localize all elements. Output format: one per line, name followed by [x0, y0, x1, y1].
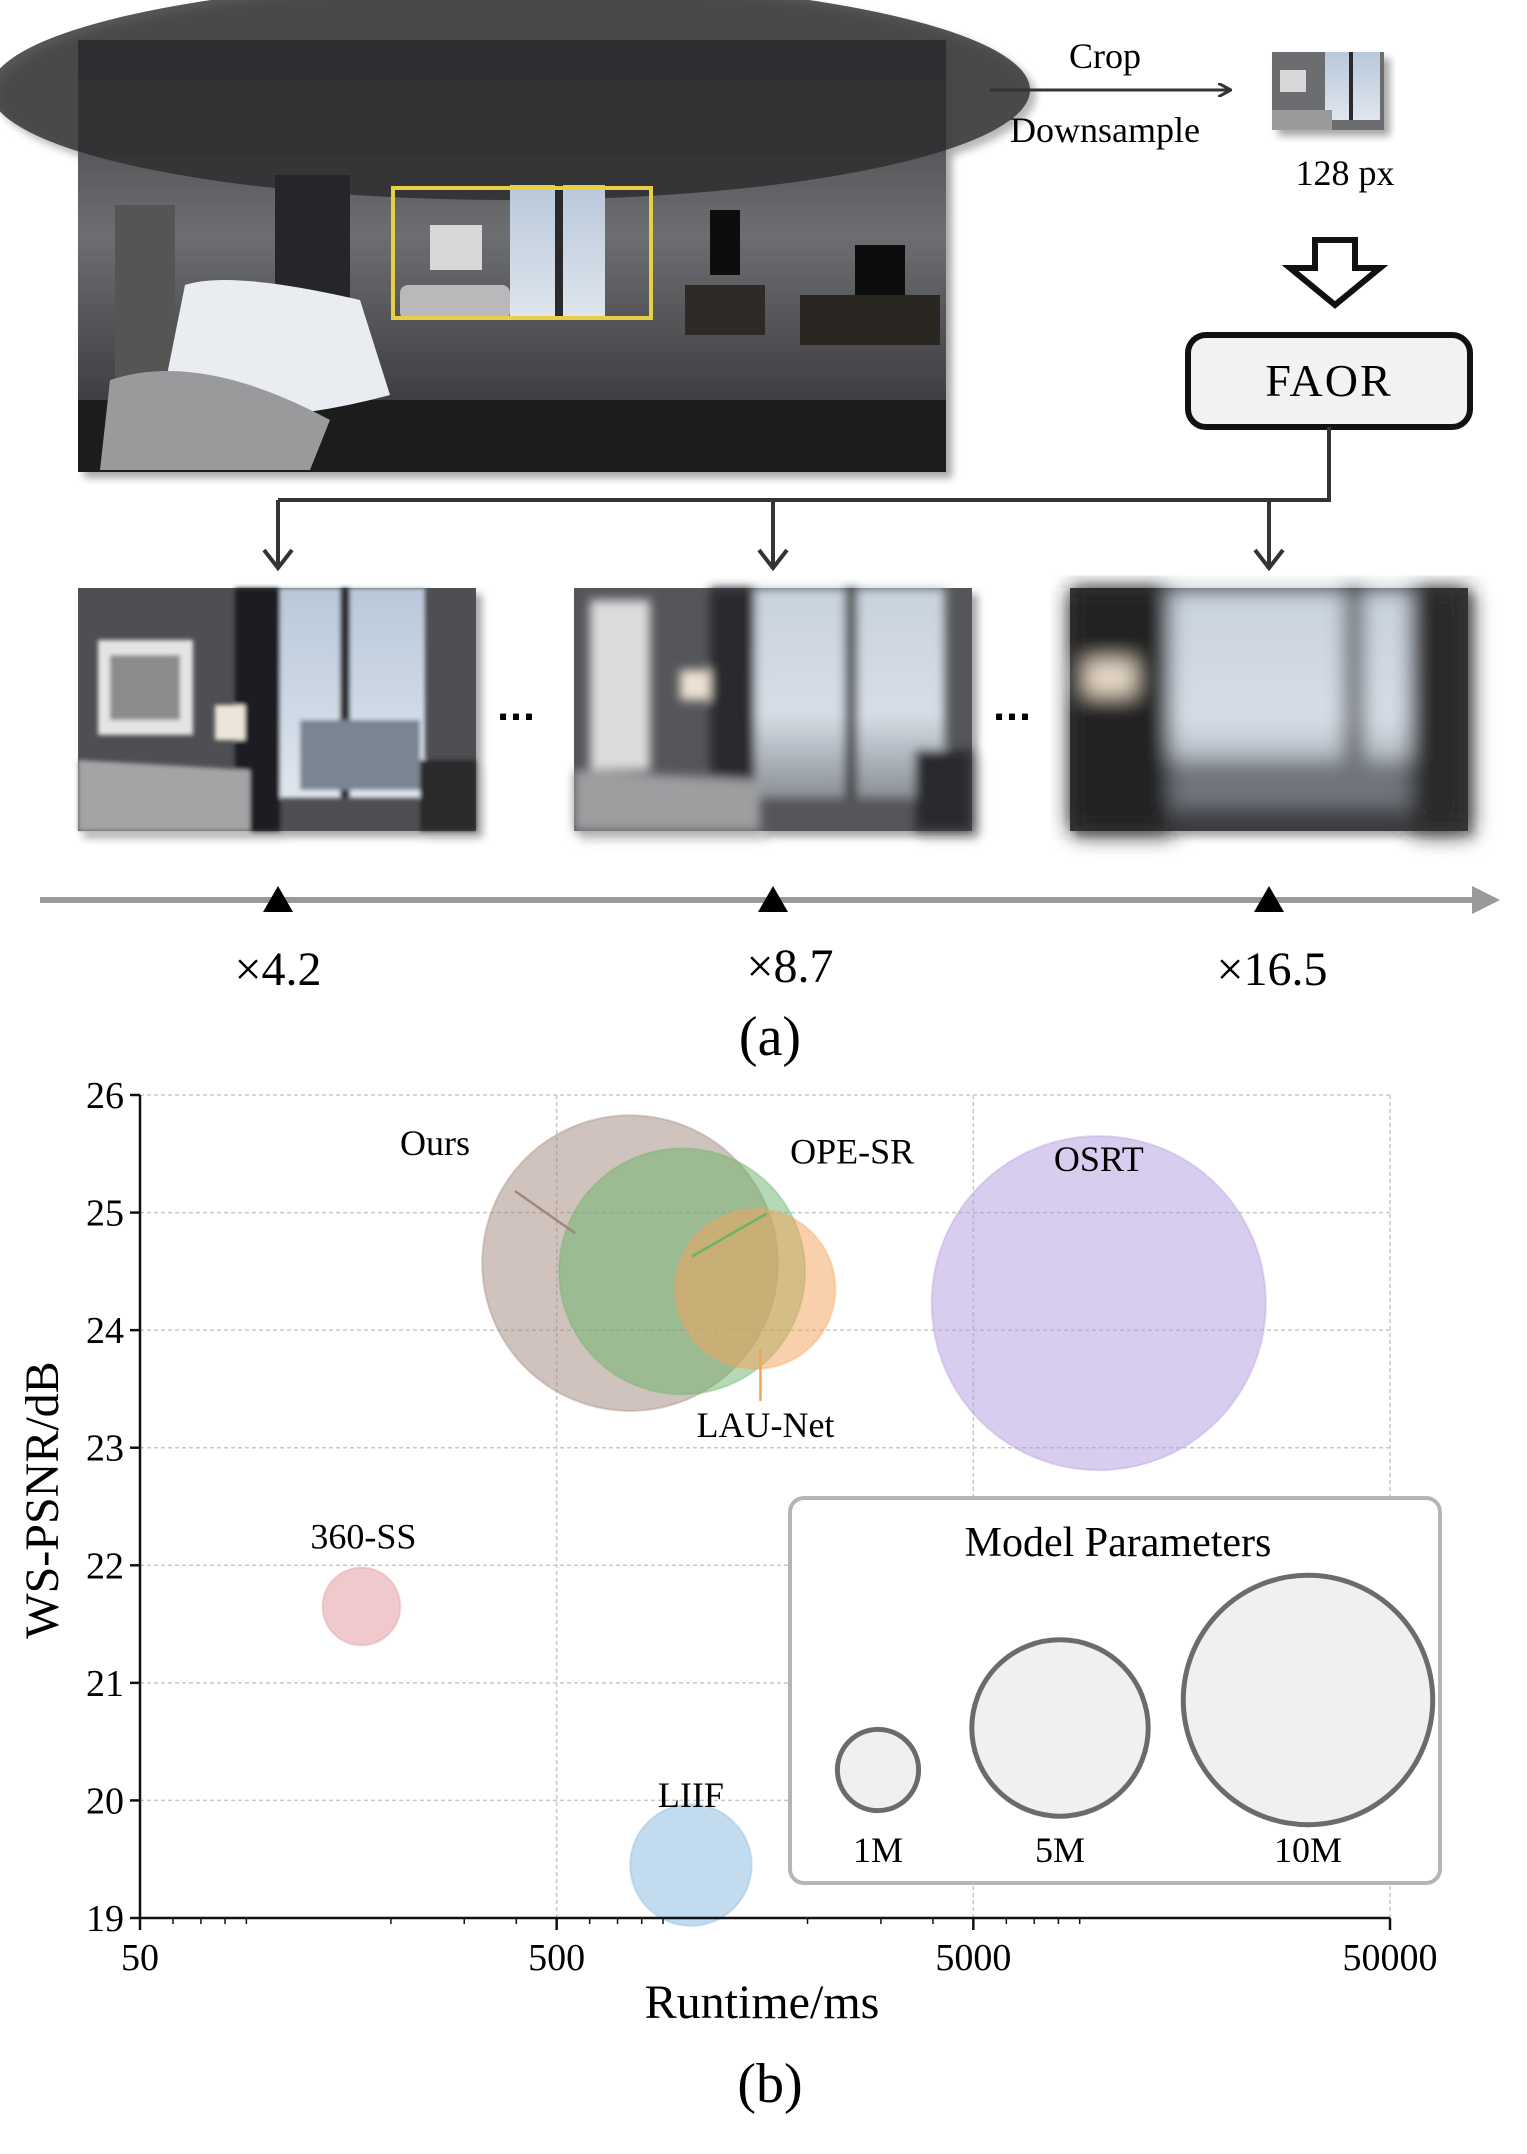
faor-box: FAOR: [1185, 332, 1473, 430]
y-tick-label: 20: [86, 1780, 124, 1822]
caption-b: (b): [737, 2053, 802, 2115]
scale-label-1: ×4.2: [234, 943, 321, 996]
chart-ticks: 19 20 21 22 23 24 25 26 50 500 5000 50000: [86, 1075, 1438, 1979]
series-label: LAU-Net: [696, 1405, 834, 1445]
downsampled-thumbnail: [1272, 52, 1384, 130]
branch-connector: [262, 427, 1331, 572]
ellipsis-1: ...: [497, 689, 536, 729]
x-tick-label: 50000: [1343, 1937, 1438, 1979]
scale-label-3: ×16.5: [1216, 943, 1327, 996]
legend-bubble: [834, 1726, 922, 1814]
x-tick-label: 500: [528, 1937, 585, 1979]
series-label: OSRT: [1054, 1139, 1144, 1179]
downsample-label: Downsample: [1010, 110, 1200, 150]
legend-label: 1M: [853, 1830, 903, 1870]
y-tick-label: 24: [86, 1310, 124, 1352]
y-tick-label: 25: [86, 1193, 124, 1235]
y-tick-label: 22: [86, 1545, 124, 1587]
bubble-360-ss: [321, 1566, 402, 1647]
scale-label-2: ×8.7: [746, 940, 833, 993]
y-tick-label: 21: [86, 1663, 124, 1705]
series-label: OPE-SR: [790, 1131, 914, 1171]
hollow-down-arrow: [1281, 237, 1389, 309]
series-label: 360-SS: [310, 1516, 416, 1556]
result-image-x16-5: [1070, 588, 1468, 831]
faor-label: FAOR: [1265, 355, 1392, 406]
caption-a: (a): [739, 1006, 801, 1068]
x-tick-label: 5000: [935, 1937, 1011, 1979]
legend-label: 5M: [1035, 1830, 1085, 1870]
legend-title: Model Parameters: [965, 1520, 1272, 1566]
ellipsis-2: ...: [993, 689, 1032, 729]
series-label: LIIF: [658, 1775, 724, 1815]
result-image-x4-2: [78, 588, 476, 831]
chart-annotations: Ours OPE-SR LAU-Net OSRT 360-SS LIIF: [310, 1123, 1143, 1815]
x-tick-label: 50: [121, 1937, 159, 1979]
series-label: Ours: [400, 1123, 470, 1163]
panorama-image: [0, 0, 1030, 472]
legend-label: 10M: [1274, 1830, 1342, 1870]
legend-box: Model Parameters 1M 5M 10M: [788, 1496, 1442, 1885]
leader-line: [514, 1190, 576, 1235]
result-image-x8-7: [574, 588, 972, 831]
leader-line: [691, 1212, 768, 1258]
y-tick-label: 26: [86, 1075, 124, 1117]
bubble-chart: Ours OPE-SR LAU-Net OSRT 360-SS LIIF 19 20 21 22…: [16, 1075, 1438, 2029]
legend-bubble: [1180, 1572, 1436, 1828]
thumbnail-size-label: 128 px: [1296, 153, 1395, 193]
x-axis-label: Runtime/ms: [645, 1976, 880, 2029]
legend-items: 1M 5M 10M: [834, 1572, 1436, 1870]
crop-label: Crop: [1069, 36, 1141, 76]
y-tick-label: 23: [86, 1428, 124, 1470]
legend-bubble: [969, 1637, 1151, 1819]
scale-axis: [40, 886, 1500, 914]
y-tick-label: 19: [86, 1898, 124, 1940]
crop-downsample-arrow: Crop Downsample: [990, 36, 1230, 150]
y-axis-label: WS-PSNR/dB: [16, 1361, 69, 1638]
bubble-liif: [629, 1803, 753, 1927]
chart-axes: [138, 1095, 1390, 1920]
chart-bubbles: [321, 1114, 1267, 1927]
bubble-osrt: [930, 1135, 1267, 1472]
bubble-lau-net: [674, 1208, 837, 1370]
